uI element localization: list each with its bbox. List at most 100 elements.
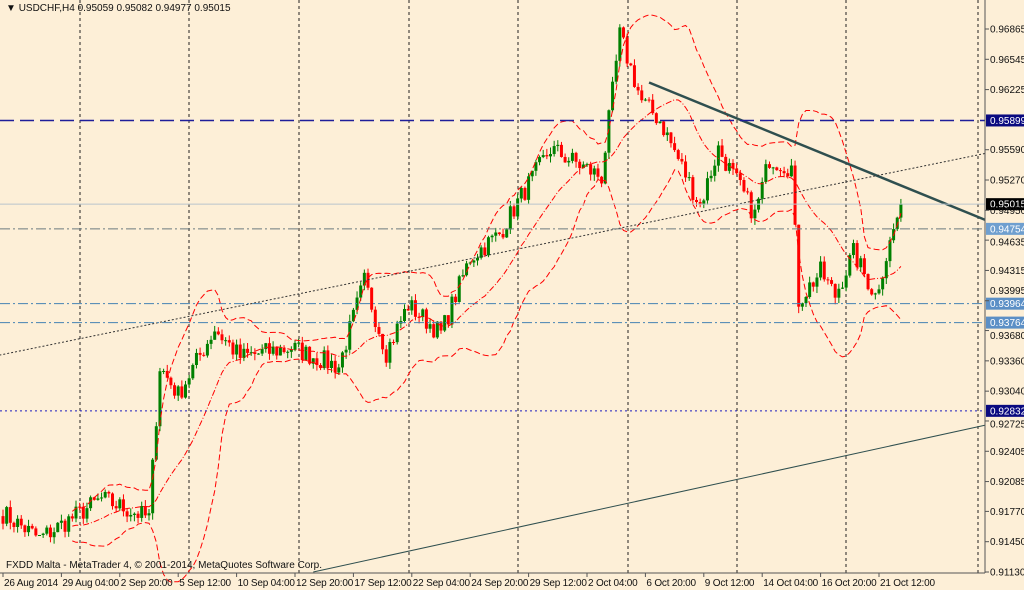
bull-candle	[147, 513, 151, 516]
bull-candle	[541, 155, 545, 158]
bear-candle	[454, 296, 458, 303]
bull-candle	[713, 165, 717, 176]
bear-candle	[669, 132, 673, 144]
symbol-label: USDCHF,H4	[18, 3, 75, 14]
bull-candle	[556, 144, 560, 147]
bull-candle	[881, 278, 885, 290]
bull-candle	[41, 533, 45, 536]
bull-candle	[873, 293, 877, 295]
bear-candle	[202, 354, 206, 356]
time-tick-label: 10 Sep 04:00	[238, 578, 296, 589]
bull-candle	[800, 303, 804, 307]
bear-candle	[406, 308, 410, 311]
copyright-text: FXDD Malta - MetaTrader 4, © 2001-2014, …	[6, 560, 323, 571]
bull-candle	[614, 60, 618, 82]
bull-candle	[191, 365, 195, 379]
bear-candle	[173, 385, 177, 396]
bull-candle	[103, 491, 107, 498]
bull-candle	[154, 426, 158, 460]
bear-candle	[563, 156, 567, 163]
trend-line	[0, 153, 985, 356]
bull-candle	[162, 370, 166, 372]
bull-candle	[435, 321, 439, 338]
bear-candle	[381, 333, 385, 350]
bear-candle	[793, 165, 797, 225]
bull-candle	[151, 459, 155, 514]
time-tick-label: 21 Oct 12:00	[880, 578, 935, 589]
bear-candle	[377, 327, 381, 334]
bear-candle	[114, 506, 118, 509]
bull-candle	[476, 257, 479, 261]
time-tick-label: 17 Sep 12:00	[354, 578, 412, 589]
time-tick-label: 29 Sep 12:00	[530, 578, 588, 589]
triangle-down-icon[interactable]: ▼	[6, 3, 16, 14]
bull-candle	[457, 276, 461, 303]
time-tick-label: 2 Sep 20:00	[121, 578, 173, 589]
bear-candle	[822, 261, 826, 280]
bear-candle	[622, 27, 625, 38]
bull-candle	[74, 506, 78, 519]
bull-candle	[727, 162, 731, 171]
bull-candle	[351, 309, 355, 322]
bear-candle	[647, 99, 651, 101]
bear-candle	[424, 309, 428, 329]
bull-candle	[118, 499, 122, 509]
ohlc-readout: 0.95059 0.95082 0.94977 0.95015	[77, 3, 231, 14]
bull-candle	[235, 344, 239, 355]
bull-candle	[176, 386, 180, 396]
bear-candle	[12, 522, 16, 527]
bear-candle	[326, 350, 330, 368]
bull-candle	[224, 340, 228, 342]
bear-candle	[70, 516, 74, 519]
bear-candle	[589, 164, 593, 175]
bear-candle	[684, 161, 688, 178]
bull-candle	[618, 27, 622, 61]
bear-candle	[370, 287, 374, 310]
bear-candle	[165, 370, 169, 378]
bull-candle	[257, 353, 260, 355]
trend-line	[648, 81, 986, 221]
price-level-badge	[986, 222, 1024, 235]
price-level-badge	[986, 198, 1024, 211]
time-tick-label: 9 Oct 12:00	[705, 578, 755, 589]
bull-candle	[516, 198, 520, 217]
price-tick-label: 0.94315	[990, 266, 1024, 277]
bear-candle	[34, 528, 38, 536]
bull-candle	[494, 232, 498, 236]
bear-candle	[30, 525, 34, 529]
bear-candle	[523, 187, 527, 200]
bear-candle	[136, 513, 140, 518]
bear-candle	[731, 162, 735, 169]
bull-candle	[59, 520, 63, 523]
bull-candle	[585, 164, 589, 166]
bear-candle	[216, 331, 220, 335]
bear-candle	[778, 170, 782, 172]
price-tick-label: 0.92725	[990, 419, 1024, 430]
time-tick-label: 26 Aug 2014	[4, 578, 59, 589]
bear-candle	[143, 506, 147, 516]
bear-candle	[855, 243, 859, 268]
bear-candle	[333, 360, 337, 373]
bull-candle	[322, 350, 326, 369]
bear-candle	[782, 171, 786, 174]
bear-candle	[695, 199, 698, 203]
bull-candle	[348, 321, 352, 350]
bull-candle	[592, 168, 596, 175]
bull-candle	[410, 300, 414, 311]
bull-candle	[129, 514, 133, 517]
bear-candle	[720, 145, 724, 157]
bear-candle	[746, 191, 750, 193]
bear-candle	[63, 520, 67, 532]
bull-candle	[16, 518, 20, 527]
bear-candle	[246, 348, 250, 353]
bull-candle	[209, 339, 213, 344]
price-level-badge	[986, 114, 1024, 127]
bear-candle	[870, 289, 874, 295]
bull-candle	[89, 497, 93, 509]
bull-candle	[538, 157, 542, 163]
bear-candle	[373, 309, 377, 328]
bull-candle	[428, 324, 432, 329]
bull-candle	[851, 243, 855, 256]
